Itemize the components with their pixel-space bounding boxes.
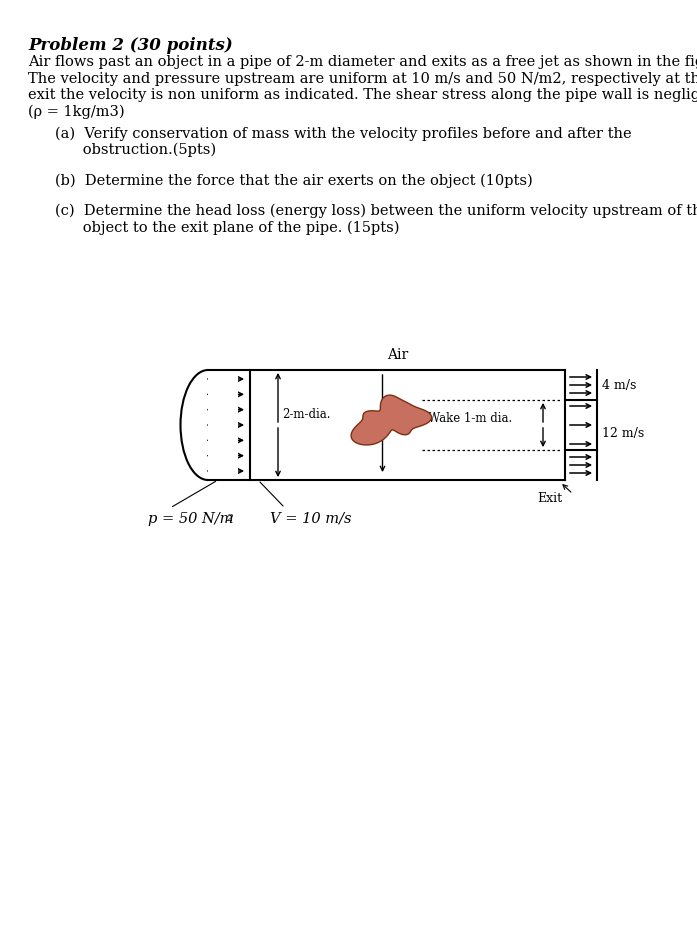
Text: 12 m/s: 12 m/s: [602, 426, 644, 439]
Text: 2-m-dia.: 2-m-dia.: [282, 408, 330, 421]
Text: (b)  Determine the force that the air exerts on the object (10pts): (b) Determine the force that the air exe…: [55, 174, 533, 188]
Text: (ρ = 1kg/m3): (ρ = 1kg/m3): [28, 105, 125, 119]
Polygon shape: [351, 396, 431, 445]
Text: obstruction.(5pts): obstruction.(5pts): [55, 143, 216, 157]
Text: (c)  Determine the head loss (energy loss) between the uniform velocity upstream: (c) Determine the head loss (energy loss…: [55, 204, 697, 219]
Text: exit the velocity is non uniform as indicated. The shear stress along the pipe w: exit the velocity is non uniform as indi…: [28, 88, 697, 102]
Text: p = 50 N/m: p = 50 N/m: [148, 512, 233, 526]
Text: 4 m/s: 4 m/s: [602, 379, 636, 392]
Text: V = 10 m/s: V = 10 m/s: [270, 512, 351, 526]
Text: (a)  Verify conservation of mass with the velocity profiles before and after the: (a) Verify conservation of mass with the…: [55, 126, 631, 141]
Text: Problem 2 (30 points): Problem 2 (30 points): [28, 37, 233, 54]
Text: Exit: Exit: [537, 492, 562, 505]
Text: Air: Air: [387, 348, 408, 362]
Text: Air flows past an object in a pipe of 2-m diameter and exits as a free jet as sh: Air flows past an object in a pipe of 2-…: [28, 55, 697, 69]
Text: The velocity and pressure upstream are uniform at 10 m/s and 50 N/m2, respective: The velocity and pressure upstream are u…: [28, 71, 697, 85]
Bar: [208, 370, 238, 480]
Text: Wake 1-m dia.: Wake 1-m dia.: [428, 412, 512, 425]
Text: object to the exit plane of the pipe. (15pts): object to the exit plane of the pipe. (1…: [55, 221, 399, 235]
Text: 2: 2: [226, 514, 233, 523]
